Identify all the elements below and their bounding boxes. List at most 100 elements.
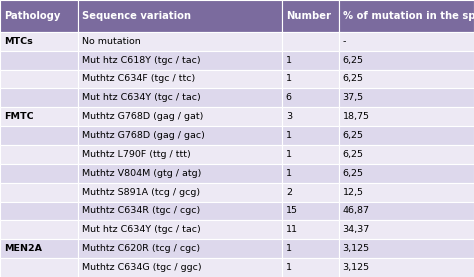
Bar — [78, 239, 282, 258]
Text: -: - — [343, 37, 346, 46]
Text: Muthtz L790F (ttg / ttt): Muthtz L790F (ttg / ttt) — [82, 150, 191, 159]
Bar — [282, 32, 339, 51]
Text: 1: 1 — [286, 56, 292, 65]
Bar — [0, 164, 78, 183]
Bar — [339, 183, 474, 202]
Text: Number: Number — [286, 11, 331, 21]
Bar — [282, 239, 339, 258]
Bar — [0, 183, 78, 202]
Bar — [339, 220, 474, 239]
Text: Mut htz C634Y (tgc / tac): Mut htz C634Y (tgc / tac) — [82, 93, 201, 102]
Bar — [282, 126, 339, 145]
Text: Pathology: Pathology — [4, 11, 60, 21]
Bar — [0, 51, 78, 70]
Bar — [282, 0, 339, 32]
Text: Muthtz C634R (tgc / cgc): Muthtz C634R (tgc / cgc) — [82, 206, 200, 216]
Bar — [0, 126, 78, 145]
Text: 12,5: 12,5 — [343, 188, 364, 197]
Bar — [0, 70, 78, 88]
Bar — [282, 107, 339, 126]
Bar — [78, 32, 282, 51]
Bar — [282, 88, 339, 107]
Bar — [339, 70, 474, 88]
Bar — [339, 88, 474, 107]
Text: No mutation: No mutation — [82, 37, 141, 46]
Text: 1: 1 — [286, 244, 292, 253]
Bar — [282, 70, 339, 88]
Bar — [339, 164, 474, 183]
Text: 34,37: 34,37 — [343, 225, 370, 234]
Bar — [0, 107, 78, 126]
Bar — [339, 202, 474, 220]
Bar — [339, 126, 474, 145]
Bar — [282, 202, 339, 220]
Bar — [78, 258, 282, 277]
Bar — [78, 88, 282, 107]
Text: 6,25: 6,25 — [343, 150, 364, 159]
Bar — [282, 183, 339, 202]
Text: FMTC: FMTC — [4, 112, 33, 121]
Bar — [0, 0, 78, 32]
Text: 11: 11 — [286, 225, 298, 234]
Text: 2: 2 — [286, 188, 292, 197]
Bar — [0, 32, 78, 51]
Text: 1: 1 — [286, 75, 292, 83]
Bar — [0, 220, 78, 239]
Text: Muthtz V804M (gtg / atg): Muthtz V804M (gtg / atg) — [82, 169, 201, 178]
Text: 46,87: 46,87 — [343, 206, 370, 216]
Text: 3: 3 — [286, 112, 292, 121]
Bar — [78, 164, 282, 183]
Bar — [78, 51, 282, 70]
Text: 37,5: 37,5 — [343, 93, 364, 102]
Text: Muthtz C634G (tgc / ggc): Muthtz C634G (tgc / ggc) — [82, 263, 201, 272]
Bar — [0, 145, 78, 164]
Bar — [282, 164, 339, 183]
Bar — [78, 145, 282, 164]
Bar — [78, 220, 282, 239]
Text: 6: 6 — [286, 93, 292, 102]
Bar — [339, 32, 474, 51]
Bar — [282, 220, 339, 239]
Bar — [339, 107, 474, 126]
Text: 1: 1 — [286, 263, 292, 272]
Bar — [282, 258, 339, 277]
Text: 1: 1 — [286, 169, 292, 178]
Text: 6,25: 6,25 — [343, 56, 364, 65]
Text: 6,25: 6,25 — [343, 169, 364, 178]
Text: MEN2A: MEN2A — [4, 244, 42, 253]
Bar — [78, 70, 282, 88]
Bar — [339, 258, 474, 277]
Text: 18,75: 18,75 — [343, 112, 370, 121]
Bar — [78, 0, 282, 32]
Bar — [339, 51, 474, 70]
Text: Muthtz S891A (tcg / gcg): Muthtz S891A (tcg / gcg) — [82, 188, 200, 197]
Text: 6,25: 6,25 — [343, 131, 364, 140]
Text: Muthtz G768D (gag / gat): Muthtz G768D (gag / gat) — [82, 112, 203, 121]
Bar — [78, 202, 282, 220]
Text: Muthtz C634F (tgc / ttc): Muthtz C634F (tgc / ttc) — [82, 75, 195, 83]
Text: 3,125: 3,125 — [343, 263, 370, 272]
Bar — [0, 88, 78, 107]
Text: Mut htz C634Y (tgc / tac): Mut htz C634Y (tgc / tac) — [82, 225, 201, 234]
Bar — [78, 107, 282, 126]
Bar — [0, 239, 78, 258]
Bar — [78, 183, 282, 202]
Bar — [78, 126, 282, 145]
Text: 1: 1 — [286, 131, 292, 140]
Bar — [339, 0, 474, 32]
Text: 15: 15 — [286, 206, 298, 216]
Text: Muthtz G768D (gag / gac): Muthtz G768D (gag / gac) — [82, 131, 205, 140]
Text: 1: 1 — [286, 150, 292, 159]
Text: Mut htz C618Y (tgc / tac): Mut htz C618Y (tgc / tac) — [82, 56, 201, 65]
Bar — [339, 145, 474, 164]
Bar — [282, 51, 339, 70]
Text: 6,25: 6,25 — [343, 75, 364, 83]
Bar — [0, 202, 78, 220]
Text: Sequence variation: Sequence variation — [82, 11, 191, 21]
Text: Muthtz C620R (tcg / cgc): Muthtz C620R (tcg / cgc) — [82, 244, 200, 253]
Bar — [339, 239, 474, 258]
Bar — [0, 258, 78, 277]
Text: % of mutation in the specific MEN2: % of mutation in the specific MEN2 — [343, 11, 474, 21]
Text: MTCs: MTCs — [4, 37, 33, 46]
Bar — [282, 145, 339, 164]
